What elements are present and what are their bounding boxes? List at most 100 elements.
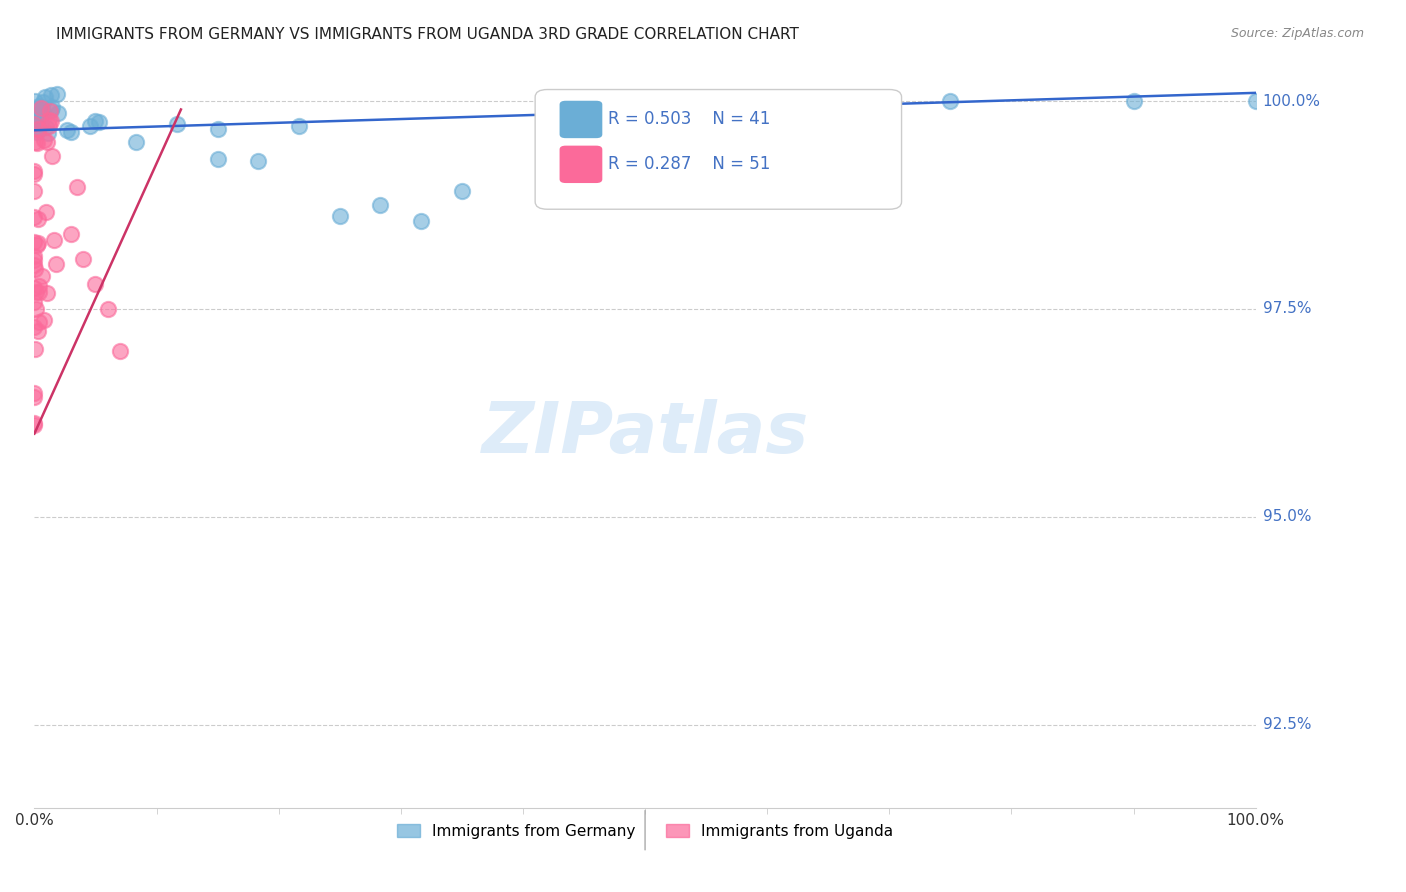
Point: [37, 136, 59, 150]
Legend: Immigrants from Germany, Immigrants from Uganda: Immigrants from Germany, Immigrants from…: [391, 818, 900, 845]
Point: [25, 301, 48, 316]
Point: [41, 100, 63, 114]
Point: [288, 120, 311, 134]
Point: [939, 94, 962, 108]
Text: 100.0%: 100.0%: [1263, 94, 1320, 109]
Point: [27, 324, 49, 338]
Point: [247, 154, 270, 169]
FancyBboxPatch shape: [536, 89, 901, 210]
Point: [27, 122, 49, 136]
Point: [817, 94, 839, 108]
Point: [32, 95, 55, 109]
Point: [37, 286, 59, 301]
Point: [24, 261, 46, 276]
Point: [41, 149, 63, 163]
Point: [22, 117, 45, 131]
Point: [450, 184, 472, 198]
Point: [30, 105, 52, 120]
Point: [31, 268, 53, 283]
Point: [25, 136, 48, 151]
Point: [22, 235, 45, 250]
Point: [24, 342, 46, 356]
Point: [22, 295, 45, 310]
Text: Source: ZipAtlas.com: Source: ZipAtlas.com: [1230, 27, 1364, 40]
Point: [87, 114, 110, 128]
Point: [66, 180, 89, 194]
Text: R = 0.287    N = 51: R = 0.287 N = 51: [609, 155, 770, 173]
Point: [27, 235, 49, 250]
Point: [22, 259, 45, 273]
Point: [24, 136, 46, 150]
Point: [39, 87, 62, 102]
Point: [22, 253, 45, 268]
Text: ZIPatlas: ZIPatlas: [481, 400, 808, 468]
Point: [34, 120, 56, 134]
Point: [25, 114, 48, 128]
Point: [30, 101, 52, 115]
Point: [28, 315, 51, 329]
Point: [28, 279, 51, 293]
Point: [370, 197, 392, 211]
Point: [27, 237, 49, 252]
Point: [22, 417, 45, 432]
Point: [166, 117, 188, 131]
Point: [24, 94, 46, 108]
Point: [38, 112, 60, 127]
Point: [28, 285, 51, 299]
Point: [45, 256, 67, 270]
Point: [22, 184, 45, 198]
FancyBboxPatch shape: [560, 101, 602, 138]
Point: [48, 106, 70, 120]
Text: 92.5%: 92.5%: [1263, 717, 1312, 732]
Point: [84, 277, 107, 291]
Point: [22, 385, 45, 400]
Point: [24, 285, 46, 299]
Point: [27, 102, 49, 116]
Point: [60, 125, 83, 139]
Point: [24, 120, 46, 135]
Point: [22, 390, 45, 404]
Point: [79, 119, 101, 133]
Point: [56, 123, 79, 137]
Point: [31, 104, 53, 119]
Point: [207, 122, 229, 136]
Point: [22, 319, 45, 334]
Point: [22, 210, 45, 224]
Point: [39, 113, 62, 128]
Point: [35, 204, 58, 219]
Point: [125, 135, 148, 149]
Text: IMMIGRANTS FROM GERMANY VS IMMIGRANTS FROM UGANDA 3RD GRADE CORRELATION CHART: IMMIGRANTS FROM GERMANY VS IMMIGRANTS FR…: [56, 27, 799, 42]
Point: [72, 252, 94, 266]
Point: [22, 281, 45, 295]
Point: [27, 109, 49, 123]
Point: [411, 214, 433, 228]
Point: [1244, 94, 1267, 108]
Point: [97, 301, 120, 316]
Point: [22, 416, 45, 430]
Point: [42, 234, 65, 248]
Text: 97.5%: 97.5%: [1263, 301, 1312, 317]
Point: [22, 248, 45, 262]
Point: [22, 167, 45, 181]
Point: [84, 114, 107, 128]
Point: [34, 312, 56, 326]
Point: [39, 103, 62, 117]
Point: [28, 99, 51, 113]
Point: [27, 126, 49, 140]
Point: [108, 343, 131, 358]
FancyBboxPatch shape: [560, 145, 602, 183]
Text: R = 0.503    N = 41: R = 0.503 N = 41: [609, 111, 770, 128]
Point: [30, 107, 52, 121]
Text: 95.0%: 95.0%: [1263, 509, 1312, 524]
Point: [22, 164, 45, 178]
Point: [634, 94, 657, 108]
Point: [32, 133, 55, 147]
Point: [27, 211, 49, 226]
Point: [30, 117, 52, 131]
Point: [60, 227, 83, 242]
Point: [1122, 94, 1144, 108]
Point: [38, 119, 60, 133]
Point: [34, 89, 56, 103]
Point: [39, 103, 62, 118]
Point: [37, 126, 59, 140]
